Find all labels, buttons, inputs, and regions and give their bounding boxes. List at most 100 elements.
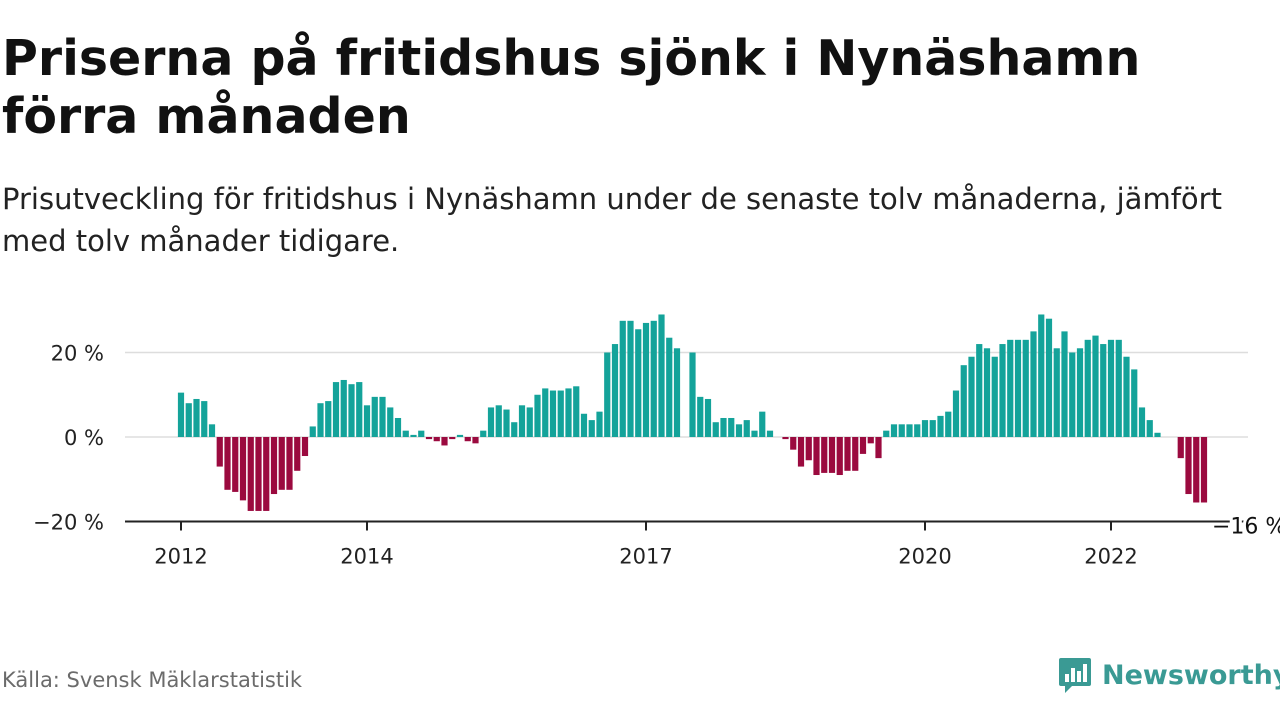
bar [1138, 407, 1146, 437]
bar [588, 420, 595, 437]
y-tick-label: 20 % [51, 342, 104, 366]
bar [898, 424, 905, 437]
bar [263, 437, 270, 511]
bar [216, 437, 223, 467]
bar [735, 424, 743, 437]
bar [1084, 339, 1091, 437]
bar [208, 424, 216, 437]
bar [433, 437, 440, 442]
bar [689, 352, 696, 437]
bar [782, 437, 789, 440]
bar [363, 405, 371, 437]
bar [418, 430, 425, 437]
bar [790, 437, 797, 450]
bar [1014, 339, 1022, 437]
bar [937, 415, 944, 438]
bar [232, 437, 239, 492]
bar [573, 386, 580, 437]
bar [348, 384, 355, 437]
bar [828, 437, 836, 473]
bar [1177, 437, 1184, 459]
bar [983, 348, 991, 437]
bar [201, 401, 208, 437]
bar [999, 344, 1006, 437]
bar [1185, 437, 1192, 495]
bar [332, 382, 340, 437]
bar [542, 388, 549, 437]
bar [991, 356, 998, 437]
bar [247, 437, 254, 511]
label-layer: 20 % 0 % −20 % 2012 2014 2017 2020 2022 −16 % [33, 342, 1280, 569]
x-tick-label: 2014 [340, 545, 393, 569]
bar [340, 379, 347, 437]
bar [480, 430, 487, 437]
newsworthy-logo-icon [1059, 658, 1091, 693]
bar [635, 329, 642, 437]
bar [960, 365, 967, 437]
bar [278, 437, 285, 490]
bar [356, 382, 363, 437]
bar [270, 437, 278, 495]
bar [1076, 348, 1084, 437]
bar [1045, 318, 1053, 437]
bar [642, 322, 650, 437]
bar [286, 437, 293, 490]
bar [1123, 356, 1130, 437]
bar [456, 434, 464, 437]
x-tick-label: 2017 [619, 545, 672, 569]
bar [673, 348, 681, 437]
bar [650, 320, 657, 437]
bar [1193, 437, 1200, 503]
bar [185, 403, 192, 437]
bar [704, 398, 712, 437]
bar [766, 430, 774, 437]
bar [472, 437, 479, 444]
bar [813, 437, 820, 476]
source-note: Källa: Svensk Mäklarstatistik [2, 668, 303, 692]
bar [751, 430, 758, 437]
bar [549, 390, 557, 437]
bar [301, 437, 309, 457]
bar [1030, 331, 1037, 437]
bar [952, 390, 960, 437]
bar [487, 407, 495, 437]
bar [906, 424, 913, 437]
bar [712, 422, 719, 437]
page-subtitle: Prisutveckling för fritidshus i Nynäsham… [2, 182, 1222, 258]
bar [844, 437, 851, 471]
bar [728, 417, 735, 437]
bar [1007, 339, 1014, 437]
bar [1022, 339, 1029, 437]
bar [325, 401, 332, 437]
bar [611, 344, 619, 437]
bar [883, 430, 890, 437]
bar [580, 413, 588, 437]
bar [666, 337, 673, 437]
bar [1069, 352, 1076, 437]
bar [1038, 314, 1045, 437]
bar [294, 437, 301, 471]
bar [658, 314, 665, 437]
bar [518, 405, 526, 437]
bar [495, 405, 502, 437]
bar [596, 411, 603, 437]
bar [797, 437, 805, 467]
bar [394, 417, 402, 437]
bar [371, 396, 378, 437]
bar [1200, 437, 1208, 503]
bar [317, 403, 324, 437]
bar-chart: 20 % 0 % −20 % 2012 2014 2017 2020 2022 −16 % [33, 314, 1280, 569]
x-tick-label: 2022 [1084, 545, 1137, 569]
bar [852, 437, 859, 471]
bar [743, 420, 750, 437]
bar [1053, 348, 1060, 437]
bar [511, 422, 518, 437]
bar [425, 437, 433, 440]
bar [239, 437, 247, 501]
bar [945, 411, 952, 437]
bar [914, 424, 921, 437]
bar [867, 437, 874, 444]
brand-name: Newsworthy [1102, 659, 1280, 691]
axis-layer [180, 521, 1112, 531]
bar [929, 420, 936, 437]
